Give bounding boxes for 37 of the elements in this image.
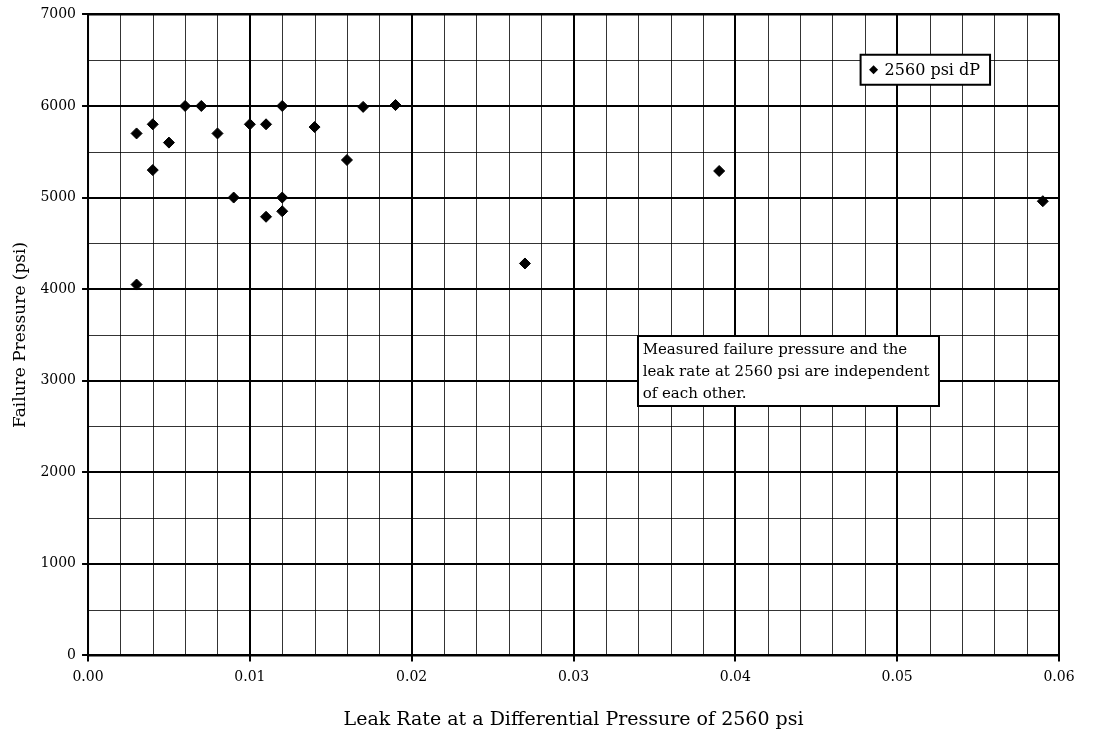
point	[340, 154, 353, 166]
point	[276, 205, 289, 218]
x-tick-label: 0.05	[881, 668, 913, 685]
point	[308, 121, 321, 134]
x-tick-label: 0.02	[396, 668, 428, 685]
y-tick-label: 3000	[40, 371, 77, 388]
y-tick-label: 5000	[40, 188, 77, 205]
point	[130, 127, 143, 140]
point	[389, 99, 402, 112]
point	[713, 164, 726, 177]
point	[130, 278, 143, 291]
x-tick-label: 0.04	[719, 668, 752, 685]
y-tick-label: 1000	[40, 554, 77, 571]
point	[227, 191, 240, 204]
annotation: Measured failure pressure and the leak rate at 2560 psi are independent of each other.	[636, 334, 940, 407]
point	[260, 118, 273, 131]
y-tick-label: 0	[67, 646, 77, 663]
point	[211, 127, 224, 140]
x-tick-label: 0.00	[72, 668, 104, 685]
point	[146, 118, 159, 131]
point	[162, 136, 175, 149]
y-tick-label: 6000	[40, 96, 77, 113]
point	[276, 191, 289, 204]
point	[357, 100, 370, 113]
point	[146, 164, 159, 177]
legend-label: 2560 psi dP	[884, 59, 981, 79]
point	[1036, 195, 1049, 208]
point	[518, 257, 531, 270]
x-tick-label: 0.06	[1043, 668, 1075, 685]
y-tick-label: 4000	[40, 279, 77, 296]
y-tick-label: 7000	[40, 5, 77, 22]
x-axis-title: Leak Rate at a Differential Pressure of 2560 psi	[343, 706, 804, 729]
y-axis-title: Failure Pressure (psi)	[8, 241, 29, 428]
x-tick-label: 0.03	[557, 668, 590, 685]
y-tick-label: 2000	[40, 462, 77, 479]
x-tick-label: 0.01	[234, 668, 266, 685]
point	[260, 210, 273, 223]
